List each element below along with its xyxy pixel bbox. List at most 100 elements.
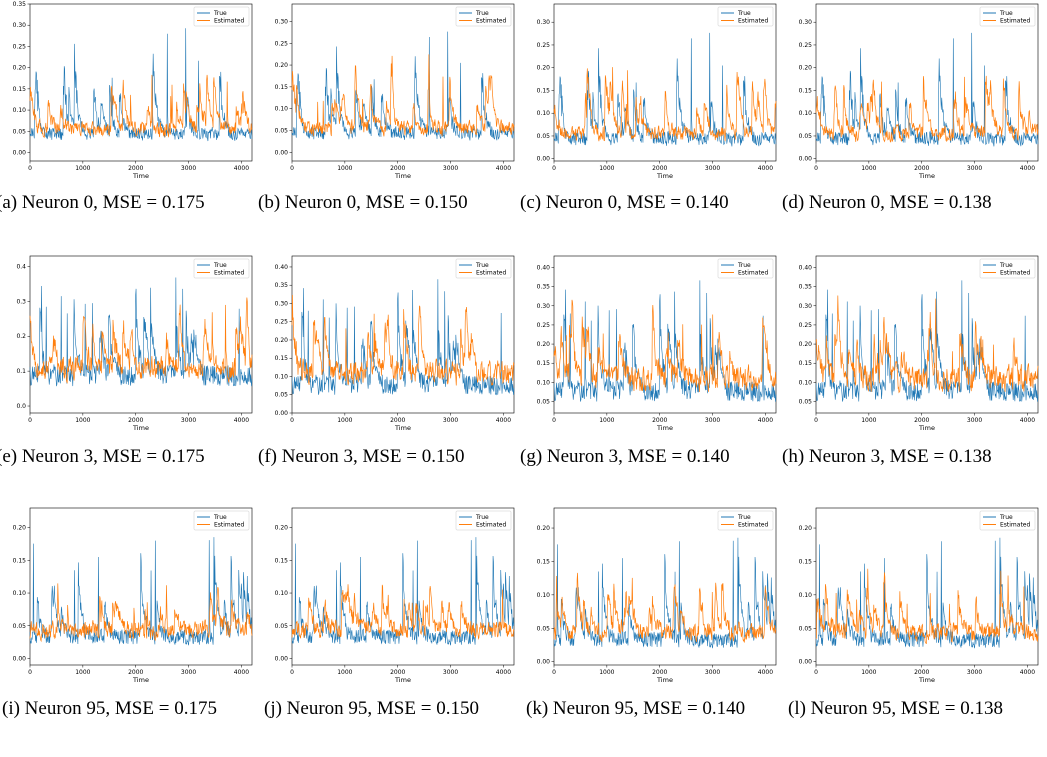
x-tick-label: 0 [552,669,556,676]
legend-label: True [475,514,489,521]
subplot-caption: (h) Neuron 3, MSE = 0.138 [782,446,992,467]
x-tick-label: 3000 [181,669,196,676]
line-chart: 0.00 0.05 0.10 0.15 0.20 0.25 0.30 0 1000 2000 300… [537,3,777,180]
x-axis-label: Time [918,676,935,684]
x-tick-label: 1000 [861,165,876,172]
y-tick-label: 0.10 [799,110,813,117]
y-tick-label: 0.05 [799,133,813,140]
y-tick-label: 0.4 [16,263,26,270]
axes-frame [291,255,515,414]
legend-label: Estimated [214,270,245,277]
y-tick-label: 0.20 [13,525,27,532]
line-chart: 0.0 0.1 0.2 0.3 0.4 0 1000 2000 3000 4000 Time True… [16,255,253,432]
y-tick-label: 0.30 [275,300,289,307]
y-tick-label: 0.25 [13,43,27,50]
y-tick-label: 0.10 [537,379,551,386]
x-tick-label: 0 [290,165,294,172]
x-tick-label: 4000 [1020,165,1035,172]
line-chart: 0.00 0.05 0.10 0.15 0.20 0.25 0.30 0.35 0 1000 200… [13,1,253,180]
line-chart: 0.05 0.10 0.15 0.20 0.25 0.30 0.35 0.40 0 1000 200… [799,255,1039,432]
legend-label: True [475,10,489,17]
x-tick-label: 2000 [128,165,143,172]
x-tick-label: 3000 [967,165,982,172]
x-tick-label: 3000 [181,417,196,424]
x-tick-label: 1000 [861,417,876,424]
y-tick-label: 0.00 [799,156,813,163]
x-tick-label: 0 [552,417,556,424]
x-tick-label: 2000 [390,417,405,424]
x-tick-label: 1000 [599,165,614,172]
line-chart: 0.00 0.05 0.10 0.15 0.20 0 1000 2000 3000 4000 Tim… [13,507,253,684]
subplot-d: 0.00 0.05 0.10 0.15 0.20 0.25 0.30 0 1000 2000 300… [786,0,1044,190]
y-tick-label: 0.10 [275,590,289,597]
x-tick-label: 2000 [652,417,667,424]
x-tick-label: 4000 [1020,669,1035,676]
y-tick-label: 0.15 [537,360,551,367]
y-tick-label: 0.00 [799,659,813,666]
x-tick-label: 3000 [705,669,720,676]
y-tick-label: 0.15 [13,557,27,564]
x-axis-label: Time [656,676,673,684]
y-tick-label: 0.20 [537,525,551,532]
series-line-estimated [29,74,253,139]
series-line-estimated [553,67,777,142]
x-tick-label: 1000 [75,165,90,172]
y-tick-label: 0.00 [537,659,551,666]
y-tick-label: 0.25 [537,42,551,49]
x-tick-label: 0 [290,669,294,676]
series-line-true [291,31,515,141]
x-axis-label: Time [132,172,149,180]
subplot-c: 0.00 0.05 0.10 0.15 0.20 0.25 0.30 0 1000 2000 300… [524,0,782,190]
x-tick-label: 2000 [390,165,405,172]
series-line-true [553,537,777,649]
x-tick-label: 2000 [652,165,667,172]
subplot-caption: (j) Neuron 95, MSE = 0.150 [264,698,479,719]
y-tick-label: 0.25 [799,322,813,329]
axes-frame [815,3,1039,162]
x-tick-label: 3000 [967,669,982,676]
x-tick-label: 1000 [599,417,614,424]
line-chart: 0.00 0.05 0.10 0.15 0.20 0 1000 2000 3000 4000 Tim… [799,507,1039,684]
y-tick-label: 0.15 [537,87,551,94]
y-tick-label: 0.05 [13,623,27,630]
series-line-estimated [291,294,515,386]
y-tick-label: 0.25 [799,42,813,49]
series-line-true [291,537,515,646]
subplot-e: 0.0 0.1 0.2 0.3 0.4 0 1000 2000 3000 4000 Time True… [0,252,258,442]
y-tick-label: 0.20 [275,525,289,532]
axes-frame [291,507,515,666]
y-tick-label: 0.3 [16,298,26,305]
x-tick-label: 0 [28,417,32,424]
subplot-caption: (f) Neuron 3, MSE = 0.150 [258,446,465,467]
x-tick-label: 4000 [496,669,511,676]
x-tick-label: 1000 [337,669,352,676]
x-tick-label: 3000 [443,669,458,676]
x-tick-label: 4000 [758,669,773,676]
x-tick-label: 4000 [234,669,249,676]
axes-frame [553,3,777,162]
x-tick-label: 2000 [128,669,143,676]
y-tick-label: 0.15 [799,558,813,565]
axes-frame [815,507,1039,666]
axes-frame [29,255,253,414]
y-tick-label: 0.30 [799,303,813,310]
subplot-b: 0.00 0.05 0.10 0.15 0.20 0.25 0.30 0 1000 2000 300… [262,0,520,190]
y-tick-label: 0.15 [275,84,289,91]
x-tick-label: 0 [290,417,294,424]
y-tick-label: 0.15 [275,557,289,564]
subplot-caption: (i) Neuron 95, MSE = 0.175 [2,698,217,719]
line-chart: 0.00 0.05 0.10 0.15 0.20 0 1000 2000 3000 4000 Tim… [537,507,777,684]
x-tick-label: 1000 [337,165,352,172]
x-tick-label: 3000 [181,165,196,172]
legend-label: True [737,514,751,521]
x-tick-label: 1000 [337,417,352,424]
x-tick-label: 4000 [758,165,773,172]
legend-label: Estimated [214,522,245,529]
series-line-estimated [29,583,253,643]
x-tick-label: 2000 [914,417,929,424]
